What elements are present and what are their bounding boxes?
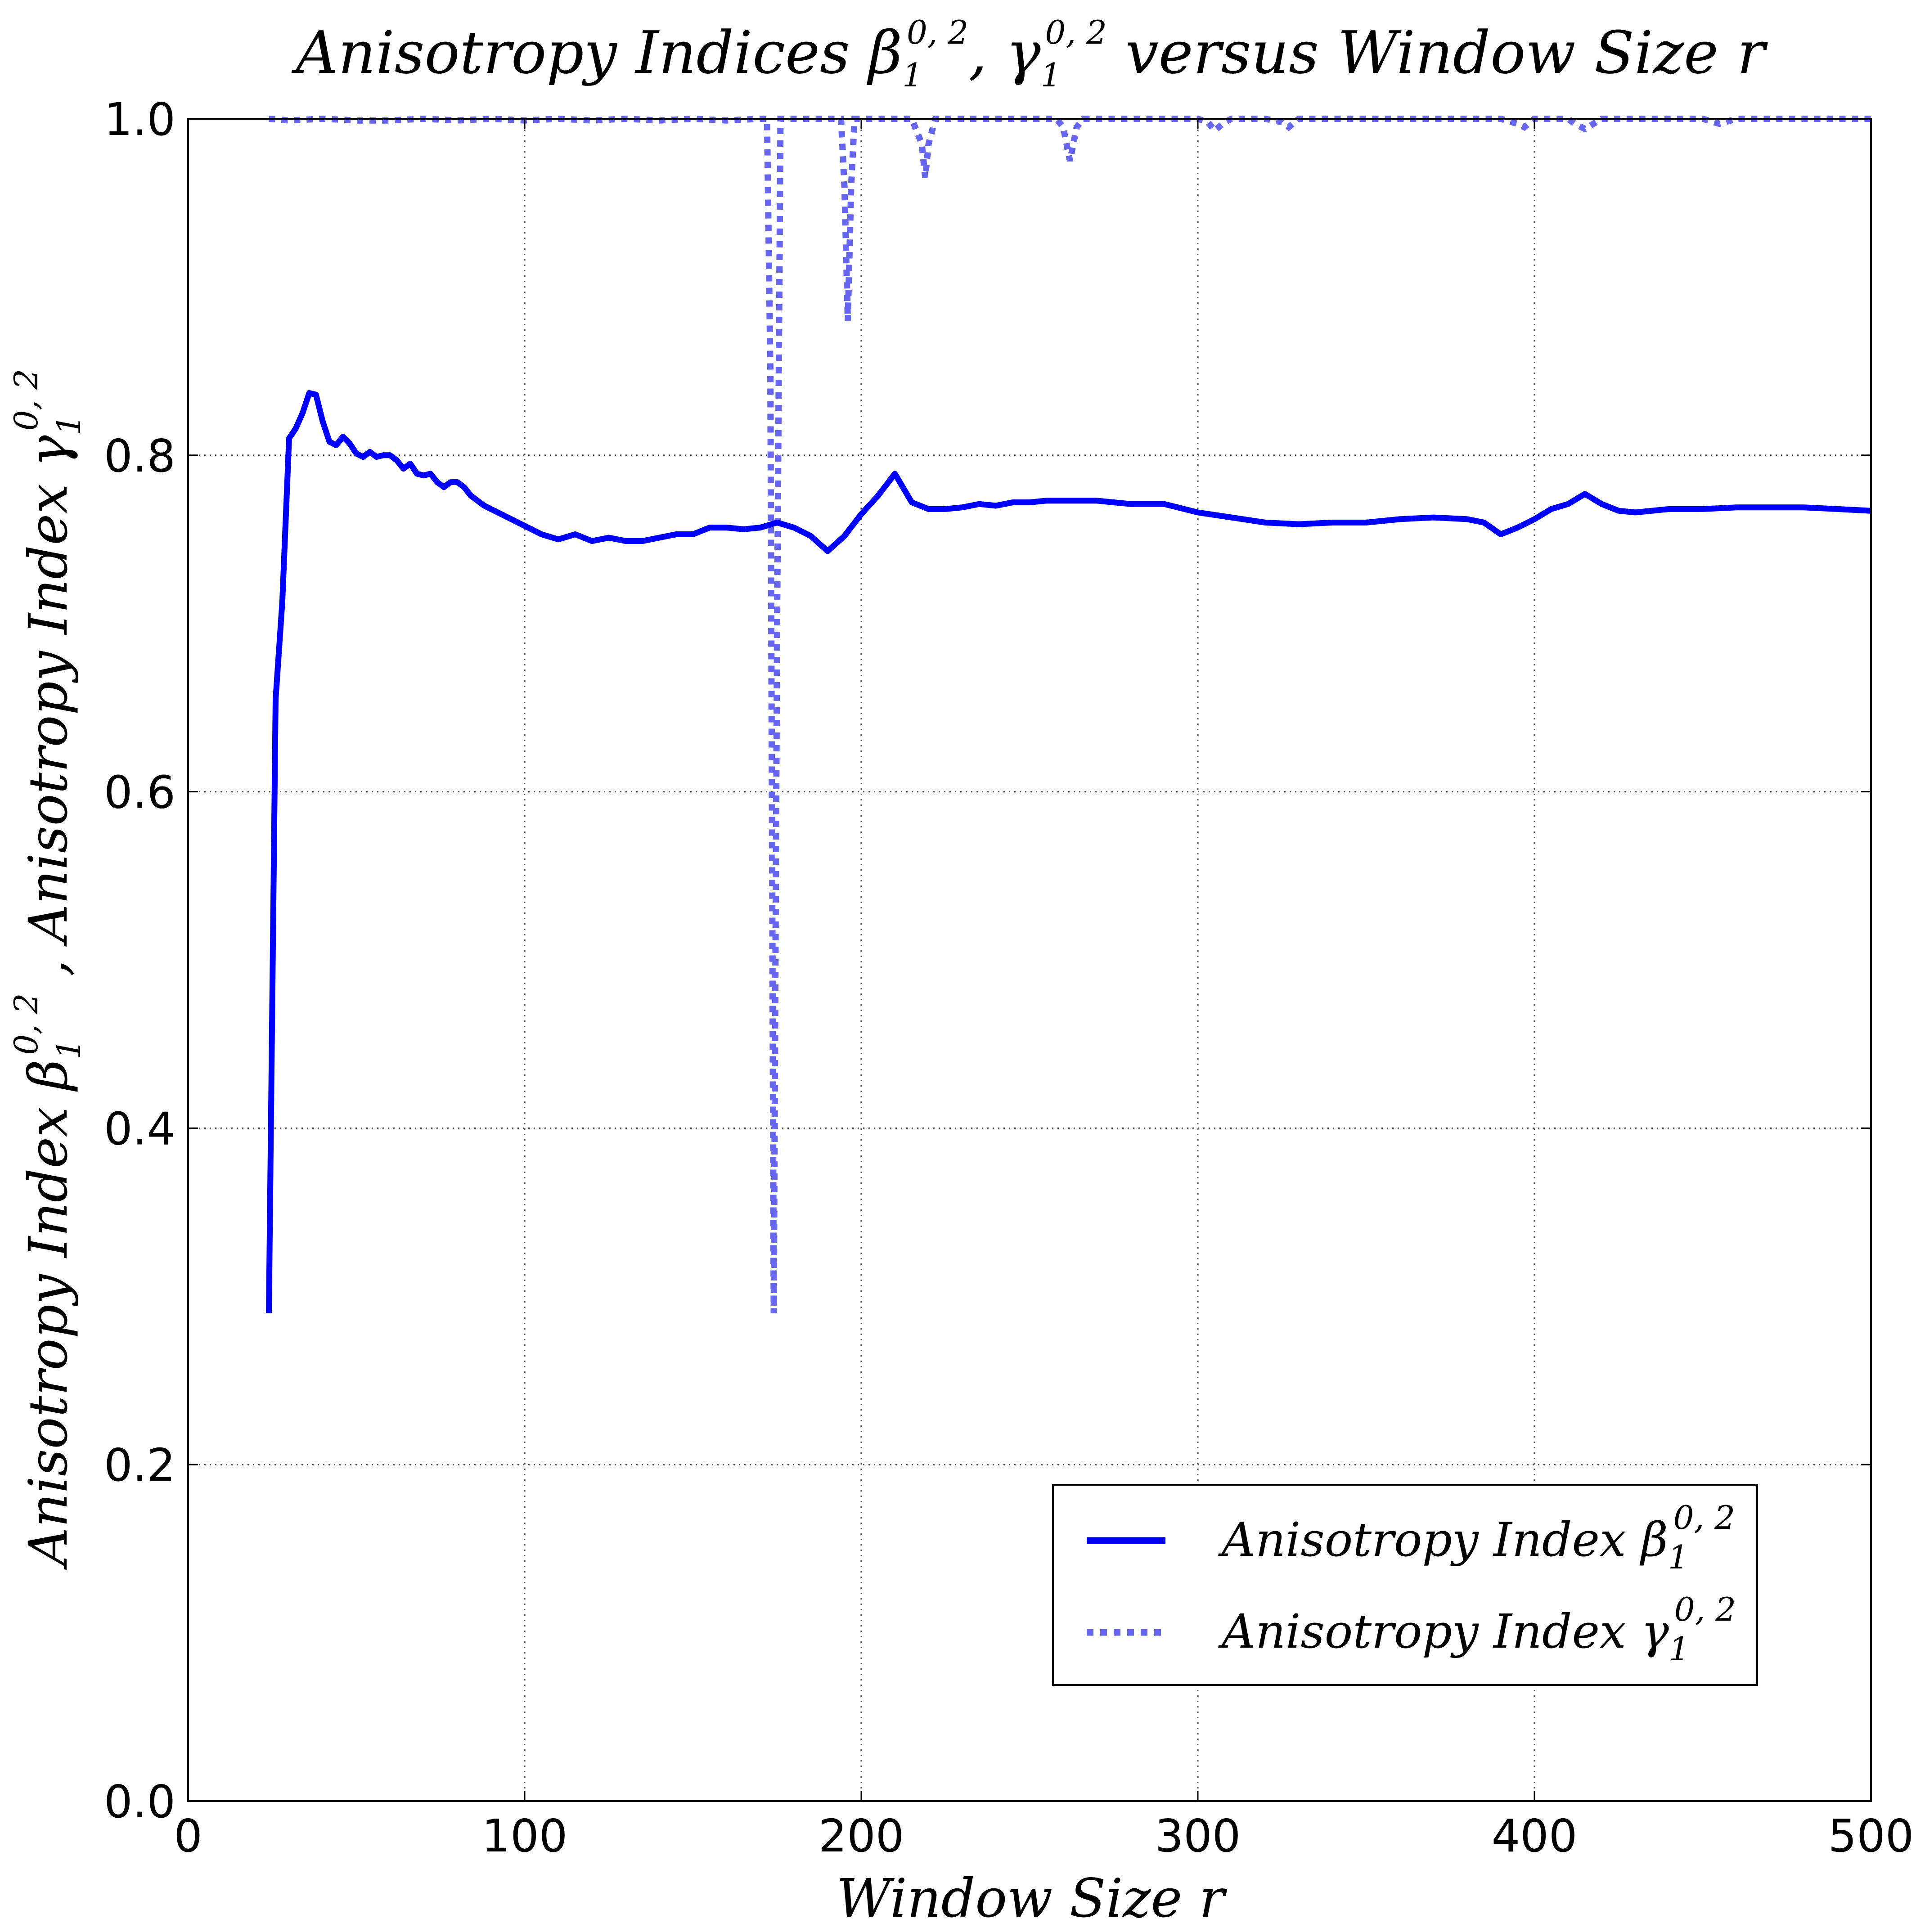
legend: Anisotropy Index β10, 2 Anisotropy Index… — [1052, 1484, 1758, 1686]
legend-label-gamma: Anisotropy Index γ10, 2 — [1218, 1591, 1736, 1668]
y-tick-label: 0.6 — [104, 766, 175, 819]
plot-frame — [187, 118, 1872, 1802]
y-tick-label: 0.8 — [104, 430, 175, 482]
y-tick-label: 0.2 — [104, 1439, 175, 1492]
series-line-beta — [266, 390, 1871, 1313]
x-tick-label: 300 — [1155, 1810, 1241, 1862]
chart-title: Anisotropy Indices β10, 2, γ10, 2 versus… — [292, 13, 1768, 94]
x-tick-label: 400 — [1492, 1810, 1578, 1862]
x-tick-label: 200 — [819, 1810, 904, 1862]
y-tick-label: 0.0 — [104, 1775, 175, 1828]
y-tick-label: 0.4 — [104, 1102, 175, 1155]
legend-box — [1052, 1484, 1758, 1686]
x-tick-label: 0 — [174, 1810, 202, 1862]
x-tick-label: 500 — [1828, 1810, 1914, 1862]
x-axis-title: Window Size r — [837, 1867, 1228, 1929]
axis-ticks: 0 100 200 300 400 500 0.0 0.2 0.4 0.6 0.8 1.0 — [104, 93, 1914, 1862]
legend-label-beta: Anisotropy Index β10, 2 — [1218, 1499, 1735, 1576]
y-axis-title: Anisotropy Index β10, 2 , Anisotropy Ind… — [7, 369, 88, 1570]
y-tick-label: 1.0 — [104, 93, 175, 146]
x-tick-label: 100 — [482, 1810, 568, 1862]
